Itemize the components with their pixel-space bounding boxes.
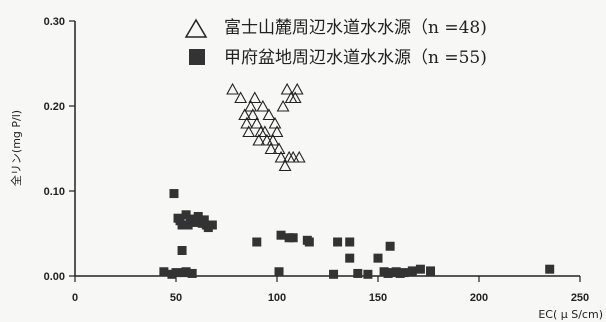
y-ticks: 0.00 0.10 0.20 0.30 bbox=[44, 16, 75, 283]
square-point bbox=[385, 241, 395, 251]
triangle-point bbox=[292, 150, 306, 163]
legend-item-fuji: 富士山麓周辺水道水水源（n =48) bbox=[184, 18, 487, 38]
triangle-point bbox=[250, 116, 264, 129]
legend: 富士山麓周辺水道水水源（n =48) 甲府盆地周辺水道水水源（n =55) bbox=[184, 18, 487, 68]
y-axis-title: 全リン(mg P/l) bbox=[9, 110, 23, 186]
square-point bbox=[169, 189, 179, 199]
triangle-point bbox=[240, 116, 254, 129]
legend-triangle-marker bbox=[184, 18, 208, 38]
square-point bbox=[191, 217, 201, 227]
triangle-point bbox=[242, 125, 256, 138]
square-point bbox=[252, 237, 262, 247]
square-point bbox=[171, 268, 181, 278]
square-point bbox=[345, 253, 355, 263]
triangle-point bbox=[258, 125, 272, 138]
square-point bbox=[274, 267, 284, 277]
x-tick-label: 0 bbox=[72, 292, 78, 304]
square-point bbox=[177, 246, 187, 255]
square-point bbox=[177, 220, 187, 230]
square-point bbox=[159, 267, 169, 277]
y-tick-label: 0.00 bbox=[44, 271, 65, 283]
square-point bbox=[181, 267, 191, 277]
y-tick-label: 0.10 bbox=[44, 186, 65, 198]
square-point bbox=[345, 237, 355, 247]
series-kofu bbox=[159, 189, 555, 279]
triangle-point bbox=[262, 108, 276, 121]
triangle-point bbox=[288, 91, 302, 104]
triangle-point bbox=[264, 142, 278, 155]
square-point bbox=[207, 220, 217, 230]
triangle-point bbox=[244, 99, 258, 112]
triangle-point bbox=[238, 108, 252, 121]
square-point bbox=[407, 266, 417, 276]
triangle-point bbox=[234, 91, 248, 104]
plot-area: 0 50 100 150 200 250 0.00 0.10 0.20 0.30 bbox=[44, 16, 590, 304]
triangle-point bbox=[290, 82, 304, 95]
square-point bbox=[276, 230, 286, 240]
square-point bbox=[329, 269, 339, 279]
square-point bbox=[185, 214, 195, 224]
square-point bbox=[399, 268, 409, 278]
square-point bbox=[199, 215, 209, 225]
series-fuji bbox=[226, 82, 306, 172]
triangle-point bbox=[266, 133, 280, 146]
y-tick-label: 0.30 bbox=[44, 16, 65, 28]
x-ticks: 0 50 100 150 200 250 bbox=[72, 276, 589, 304]
square-point bbox=[353, 268, 363, 278]
triangle-point bbox=[246, 108, 260, 121]
x-tick-label: 50 bbox=[170, 292, 182, 304]
triangle-point bbox=[276, 99, 290, 112]
legend-label-fuji: 富士山麓周辺水道水水源（n =48) bbox=[224, 18, 487, 38]
legend-square-marker bbox=[189, 49, 205, 65]
triangle-point bbox=[280, 82, 294, 95]
triangle-point bbox=[272, 142, 286, 155]
square-point bbox=[415, 264, 425, 274]
x-tick-label: 150 bbox=[369, 292, 387, 304]
triangle-point bbox=[226, 82, 239, 95]
series-layer bbox=[159, 82, 555, 279]
square-point bbox=[545, 264, 555, 274]
triangle-point bbox=[252, 133, 266, 146]
square-point bbox=[373, 253, 383, 263]
triangle-point bbox=[248, 91, 262, 104]
legend-label-kofu: 甲府盆地周辺水道水水源（n =55) bbox=[224, 48, 487, 68]
square-point bbox=[426, 266, 436, 276]
square-point bbox=[183, 220, 193, 230]
x-tick-label: 200 bbox=[470, 292, 488, 304]
x-axis-title: EC( μ S/cm) bbox=[538, 308, 603, 321]
square-point bbox=[187, 268, 197, 278]
triangle-point bbox=[270, 125, 284, 138]
triangle-point bbox=[268, 116, 282, 129]
triangle-point bbox=[278, 159, 292, 172]
x-tick-label: 250 bbox=[571, 292, 589, 304]
square-point bbox=[193, 212, 203, 221]
y-tick-label: 0.20 bbox=[44, 101, 65, 113]
square-point bbox=[304, 237, 314, 247]
triangle-point bbox=[256, 99, 270, 112]
triangle-point bbox=[274, 150, 288, 163]
square-point bbox=[363, 269, 373, 279]
x-tick-label: 100 bbox=[268, 292, 286, 304]
legend-item-kofu: 甲府盆地周辺水道水水源（n =55) bbox=[189, 48, 487, 68]
square-point bbox=[333, 237, 343, 247]
square-point bbox=[288, 233, 298, 243]
